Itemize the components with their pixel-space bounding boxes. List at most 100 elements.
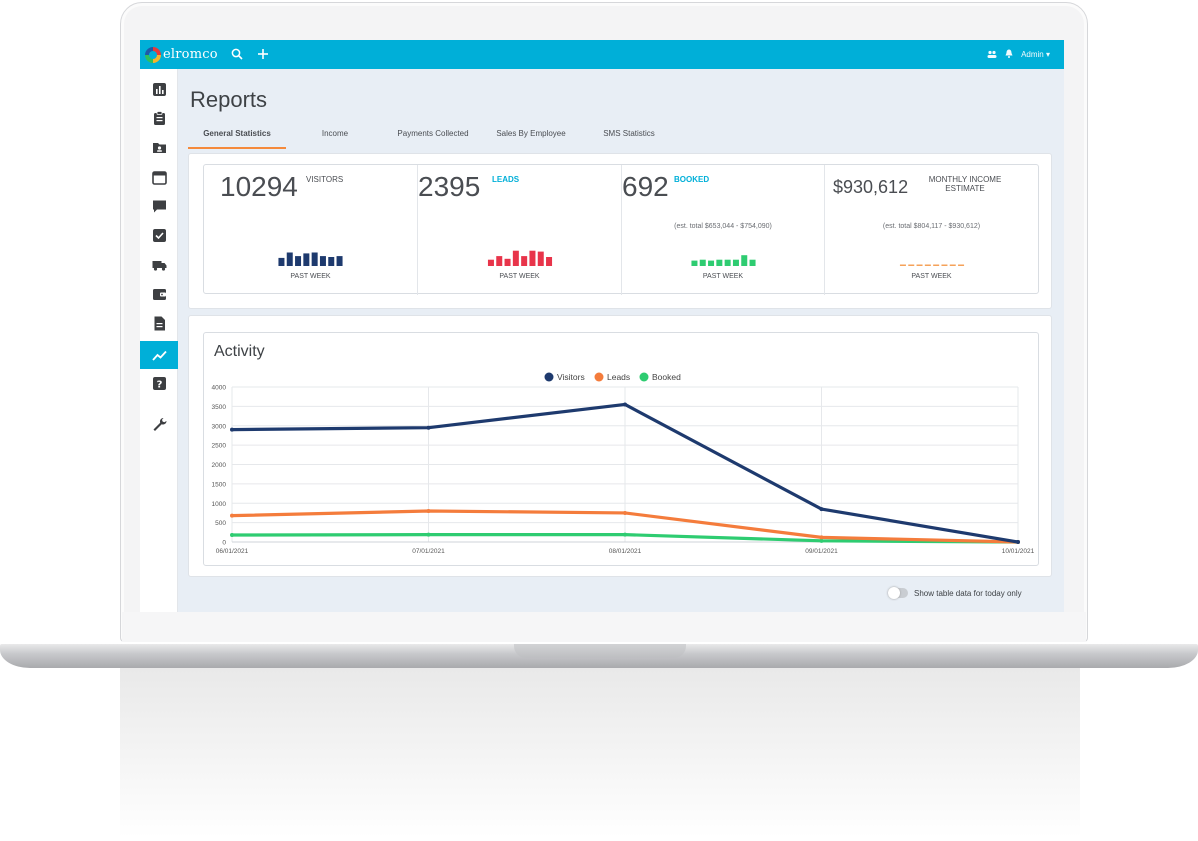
help-icon: ? (152, 376, 166, 390)
data-point-visitors (230, 427, 234, 432)
document-icon (154, 316, 165, 330)
data-point-booked (819, 538, 824, 543)
legend-label: Booked (652, 372, 681, 382)
data-point-booked (426, 532, 431, 537)
sidebar: ? (140, 69, 178, 612)
sidebar-item-calendar[interactable] (140, 163, 178, 191)
x-tick-label: 08/01/2021 (609, 548, 642, 555)
checkbox-icon (152, 228, 166, 242)
tab-sales-by-employee[interactable]: Sales By Employee (496, 129, 566, 138)
sidebar-item-chat[interactable] (140, 192, 178, 220)
y-tick-label: 1000 (212, 501, 227, 508)
stat-estimate: (est. total $804,117 - $930,612) (882, 223, 981, 230)
sparkline-bar (278, 257, 285, 266)
legend-swatch (594, 372, 604, 382)
data-point-leads (623, 510, 627, 515)
sparkline-bar (496, 256, 503, 266)
legend-item-visitors[interactable]: Visitors (544, 372, 585, 382)
plus-icon[interactable] (256, 47, 270, 63)
data-point-visitors (819, 507, 824, 512)
sidebar-item-trend[interactable] (140, 341, 178, 369)
users-icon[interactable] (987, 50, 997, 60)
sidebar-item-contacts-folder[interactable] (140, 133, 178, 161)
x-tick-label: 07/01/2021 (412, 548, 445, 555)
activity-chart: 0 500 1000 1500 2000 2500 3000 3500 4000 06/01/20… (212, 372, 1035, 555)
data-point-booked (623, 532, 627, 537)
sparkline-bar (949, 264, 956, 266)
sidebar-item-bar-chart[interactable] (140, 75, 178, 103)
stat-monthly-income-estimate: $930,612 MONTHLY INCOME ESTIMATE (est. tot… (824, 165, 1038, 295)
sparkline-bar (708, 260, 715, 266)
stat-value: 692 (622, 171, 669, 202)
stat-booked: 692 BOOKED (est. total $653,044 - $754,090… (621, 165, 824, 295)
contacts-folder-icon (152, 142, 166, 153)
sparkline-bar (699, 259, 706, 266)
sparkline-bar (295, 256, 302, 266)
wrench-icon (153, 417, 167, 431)
trend-icon (151, 350, 167, 361)
stat-label: VISITORS (306, 175, 344, 184)
stat-caption: PAST WEEK (290, 273, 331, 280)
legend-item-booked[interactable]: Booked (639, 372, 682, 382)
stat-label: BOOKED (674, 175, 710, 184)
sparkline-bar (908, 264, 915, 266)
toggle-label: Show table data for today only (914, 588, 1022, 598)
stat-sparkline (278, 252, 343, 266)
sparkline-bar (311, 252, 318, 266)
topbar-right: Admin ▾ (987, 49, 1050, 60)
tab-income[interactable]: Income (321, 129, 349, 138)
toggle-knob (888, 587, 900, 599)
today-only-toggle[interactable] (888, 587, 908, 599)
sparkline-bar (924, 264, 931, 266)
y-tick-label: 3000 (212, 423, 227, 430)
data-point-visitors (623, 402, 627, 407)
legend-item-leads[interactable]: Leads (594, 372, 631, 382)
stat-label: LEADS (492, 175, 520, 184)
sidebar-item-truck[interactable] (140, 251, 178, 279)
activity-title: Activity (214, 343, 265, 360)
sidebar-item-wallet[interactable] (140, 280, 178, 308)
sparkline-bar (933, 264, 940, 266)
data-point-leads (426, 509, 431, 513)
stat-value: 2395 (418, 171, 481, 202)
legend-label: Leads (607, 372, 630, 382)
tab-general-statistics[interactable]: General Statistics (188, 125, 286, 149)
sidebar-item-help[interactable]: ? (140, 369, 178, 397)
tab-payments-collected[interactable]: Payments Collected (397, 129, 469, 138)
stat-sparkline (691, 255, 756, 266)
sparkline-bar (537, 251, 544, 266)
legend-swatch (544, 372, 554, 382)
tab-sms-statistics[interactable]: SMS Statistics (603, 129, 655, 138)
search-icon[interactable] (230, 47, 244, 63)
sparkline-bar (724, 259, 731, 266)
y-tick-label: 500 (215, 520, 226, 527)
sparkline-bar (487, 259, 494, 266)
sparkline-bar (319, 256, 326, 266)
stat-caption: PAST WEEK (702, 273, 744, 280)
sparkline-bar (529, 250, 536, 266)
sidebar-item-checkbox[interactable] (140, 221, 178, 249)
stat-value: 10294 (220, 171, 298, 202)
laptop-chin (122, 612, 1086, 642)
y-tick-label: 4000 (212, 385, 227, 392)
stats-panel: 10294 VISITORS PAST WEEK 2395 LEADS PAST WEEK… (203, 164, 1039, 295)
page-title: Reports (190, 87, 268, 112)
data-point-visitors (426, 425, 431, 430)
bell-icon[interactable] (1005, 49, 1013, 60)
stat-leads: 2395 LEADS PAST WEEK (417, 165, 621, 295)
sparkline-bar (691, 260, 698, 266)
user-menu[interactable]: Admin ▾ (1021, 50, 1050, 59)
stat-visitors: 10294 VISITORS PAST WEEK (204, 165, 417, 295)
data-point-booked (230, 533, 234, 538)
legend-swatch (639, 372, 649, 382)
y-tick-label: 1500 (212, 481, 227, 488)
sidebar-item-clipboard[interactable] (140, 104, 178, 132)
sidebar-item-document[interactable] (140, 309, 178, 337)
sparkline-bar (899, 264, 906, 266)
truck-icon (152, 260, 166, 271)
logo[interactable]: elromco (145, 46, 218, 63)
data-point-leads (230, 513, 234, 518)
sparkline-bar (286, 252, 293, 266)
y-tick-label: 0 (222, 540, 226, 547)
sidebar-item-wrench[interactable] (140, 410, 178, 438)
